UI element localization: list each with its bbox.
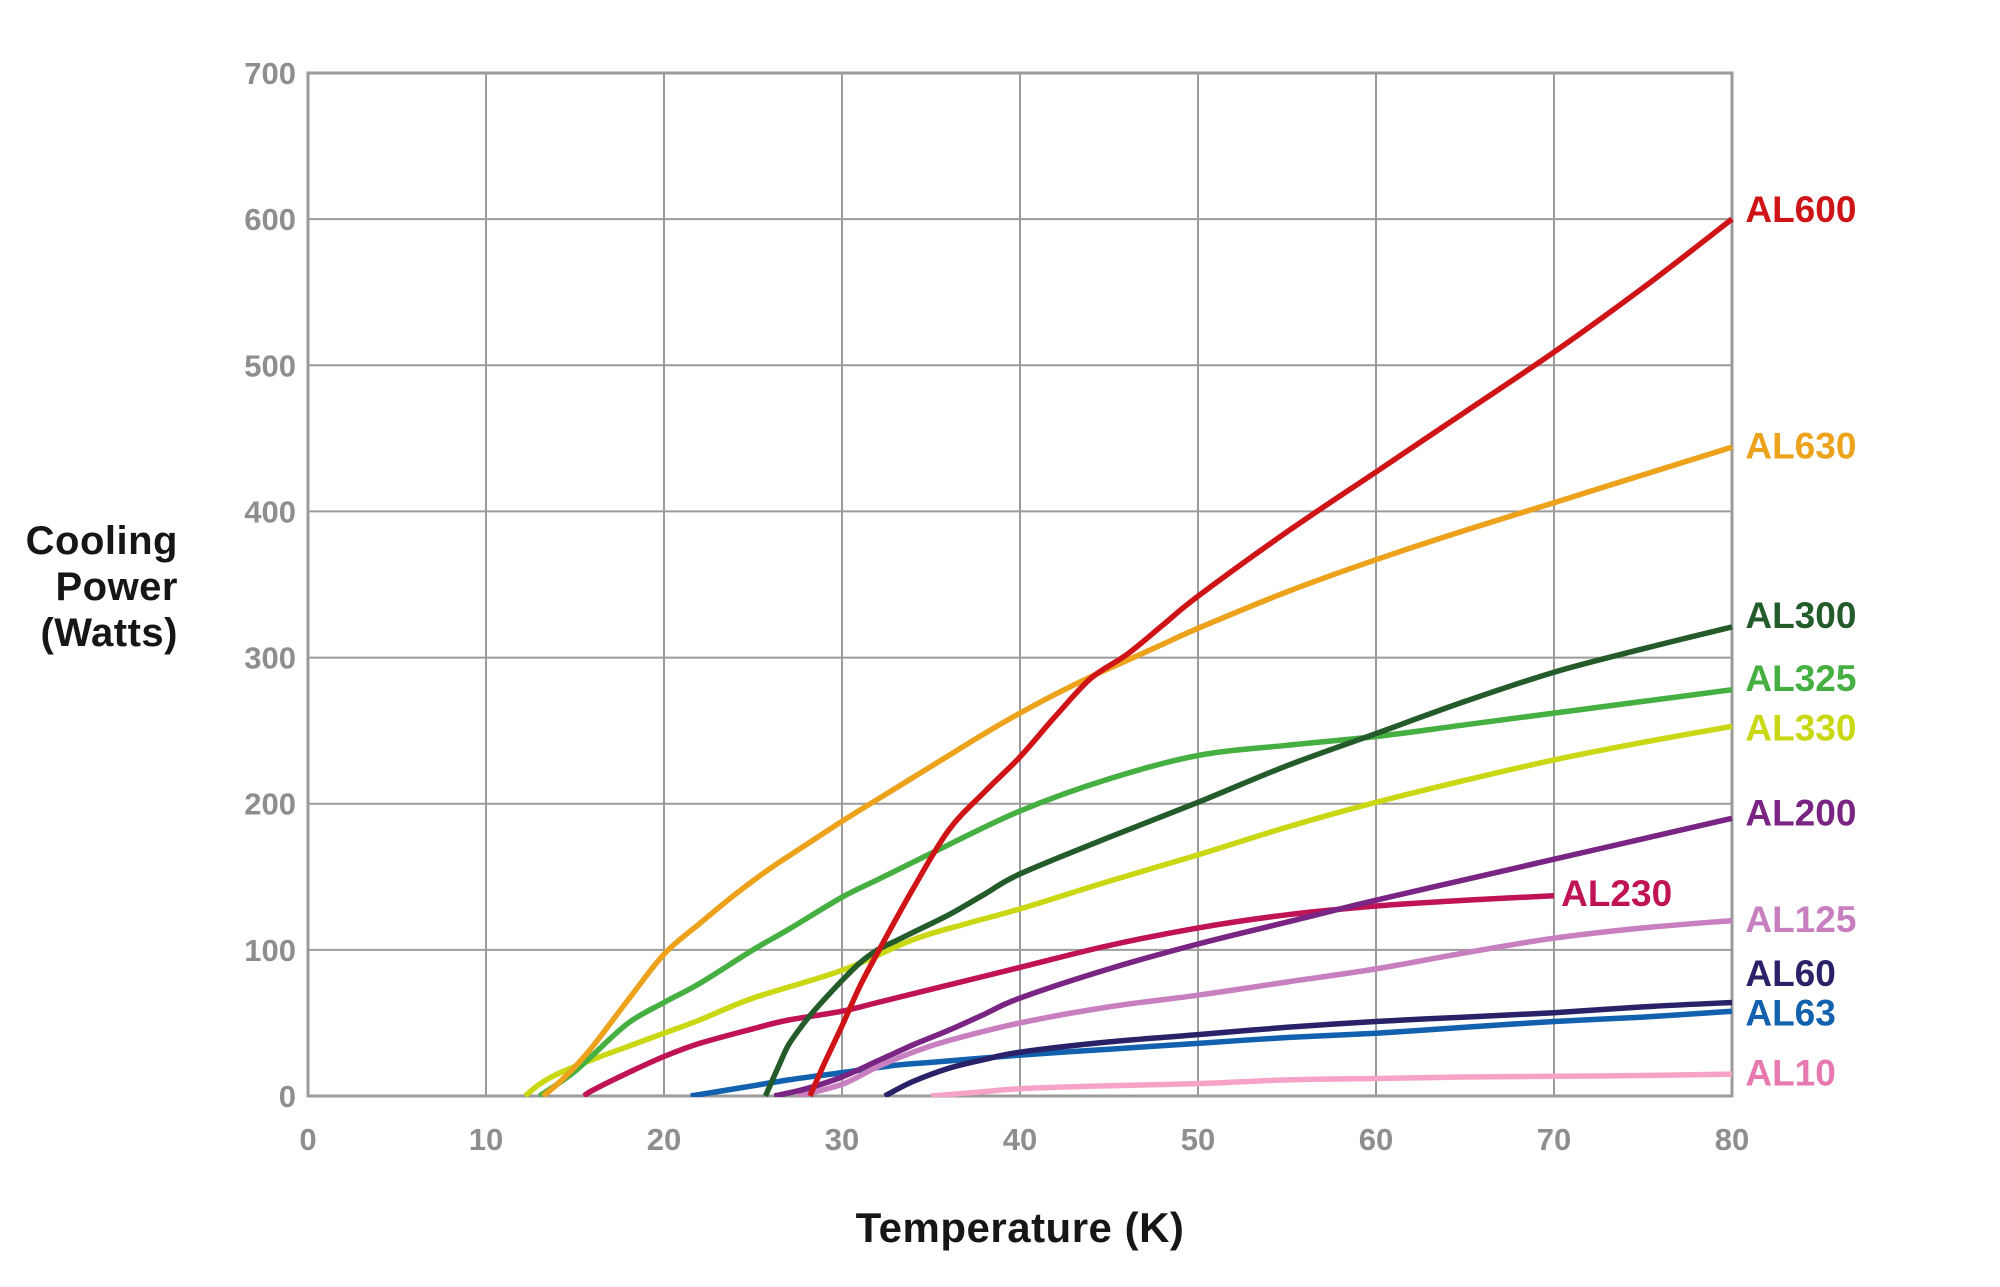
curve-al600 xyxy=(807,216,1734,1097)
x-tick-80: 80 xyxy=(1715,1122,1749,1157)
x-axis-title: Temperature (K) xyxy=(855,1204,1185,1251)
series-label-al10: AL10 xyxy=(1745,1053,1835,1094)
series-curves xyxy=(523,216,1734,1097)
y-tick-600: 600 xyxy=(244,202,296,237)
series-label-al300: AL300 xyxy=(1745,595,1856,636)
x-tick-30: 30 xyxy=(825,1122,859,1157)
x-tick-50: 50 xyxy=(1181,1122,1215,1157)
x-tick-40: 40 xyxy=(1003,1122,1037,1157)
y-axis-title: Cooling Power (Watts) xyxy=(25,519,178,655)
curve-al200 xyxy=(773,815,1733,1097)
y-tick-500: 500 xyxy=(244,348,296,383)
x-tick-60: 60 xyxy=(1359,1122,1393,1157)
y-tick-300: 300 xyxy=(244,641,296,676)
series-label-al200: AL200 xyxy=(1745,792,1856,833)
curve-al300 xyxy=(762,624,1733,1097)
y-tick-200: 200 xyxy=(244,787,296,822)
curve-al125 xyxy=(796,917,1733,1097)
curve-al230 xyxy=(582,893,1555,1097)
x-tick-20: 20 xyxy=(647,1122,681,1157)
curve-al330 xyxy=(523,723,1733,1097)
y-tick-0: 0 xyxy=(279,1079,296,1114)
y-tick-400: 400 xyxy=(244,494,296,529)
curve-al10 xyxy=(930,1071,1733,1097)
series-label-al630: AL630 xyxy=(1745,426,1856,467)
curve-al60 xyxy=(883,999,1733,1097)
series-label-al600: AL600 xyxy=(1745,189,1856,230)
series-label-al63: AL63 xyxy=(1745,993,1835,1034)
series-label-al125: AL125 xyxy=(1745,899,1856,940)
x-tick-70: 70 xyxy=(1537,1122,1571,1157)
y-tick-700: 700 xyxy=(244,56,296,91)
series-label-al230: AL230 xyxy=(1561,873,1672,914)
tick-labels: 0 10 20 30 40 50 60 70 80 0 100 200 300 400 500 600 700 xyxy=(244,56,1749,1157)
series-label-al330: AL330 xyxy=(1745,708,1856,749)
curve-al63 xyxy=(690,1008,1733,1097)
series-label-al60: AL60 xyxy=(1745,953,1835,994)
x-tick-10: 10 xyxy=(469,1122,503,1157)
plot-border xyxy=(306,71,1734,1098)
x-tick-0: 0 xyxy=(299,1122,316,1157)
y-tick-100: 100 xyxy=(244,933,296,968)
curve-al630 xyxy=(541,444,1733,1097)
series-label-al325: AL325 xyxy=(1745,658,1856,699)
